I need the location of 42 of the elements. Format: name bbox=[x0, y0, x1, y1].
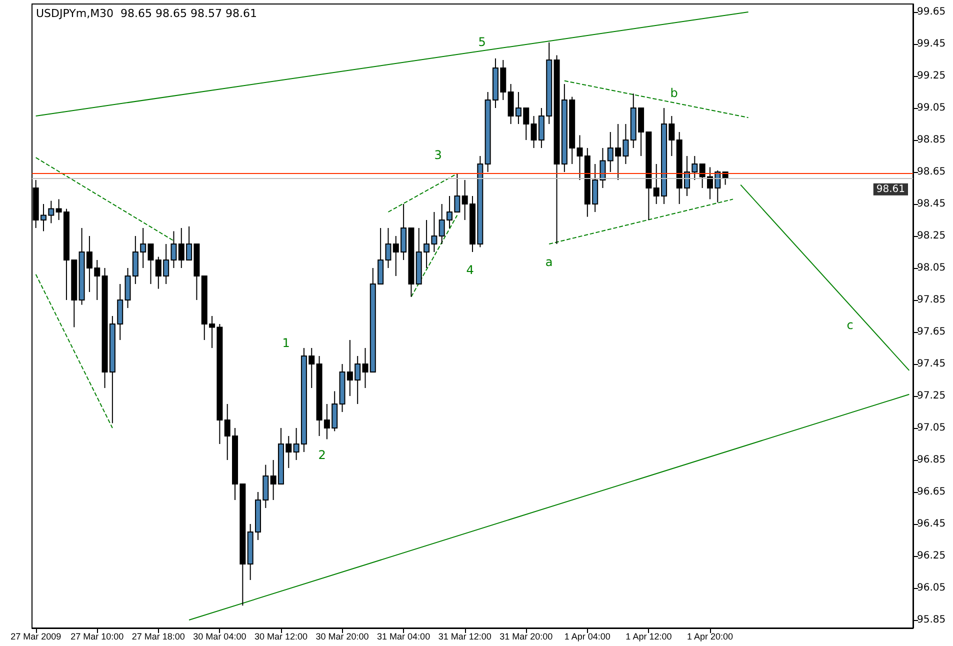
x-tick-label: 30 Mar 20:00 bbox=[316, 632, 369, 642]
annotation: 3 bbox=[434, 148, 442, 162]
x-tick-label: 1 Apr 12:00 bbox=[626, 632, 672, 642]
y-tick-label: 99.25 bbox=[917, 70, 946, 82]
y-tick-label: 96.25 bbox=[917, 550, 946, 562]
x-tick-label: 31 Mar 20:00 bbox=[500, 632, 553, 642]
y-tick-label: 98.65 bbox=[917, 166, 946, 178]
y-tick-label: 99.65 bbox=[917, 6, 946, 18]
x-tick-label: 27 Mar 2009 bbox=[10, 632, 62, 642]
ref-line-label: 98.61 bbox=[876, 184, 905, 195]
x-tick-label: 31 Mar 12:00 bbox=[438, 632, 492, 642]
x-tick-label: 30 Mar 04:00 bbox=[193, 632, 246, 642]
y-tick-label: 96.45 bbox=[917, 518, 946, 530]
y-tick-label: 97.45 bbox=[917, 358, 946, 370]
y-tick-label: 96.05 bbox=[917, 582, 946, 594]
annotation: 2 bbox=[318, 448, 326, 462]
annotation: a bbox=[545, 255, 553, 269]
y-tick-label: 98.25 bbox=[917, 230, 946, 242]
x-tick-label: 27 Mar 18:00 bbox=[132, 632, 185, 642]
x-tick-label: 1 Apr 04:00 bbox=[564, 632, 610, 642]
x-tick-label: 1 Apr 20:00 bbox=[686, 632, 734, 642]
annotation: 4 bbox=[466, 263, 474, 277]
annotation: 1 bbox=[282, 336, 290, 350]
y-tick-label: 96.65 bbox=[917, 486, 946, 498]
annotation: b bbox=[670, 86, 678, 100]
x-tick-label: 27 Mar 10:00 bbox=[70, 632, 124, 642]
annotation: 5 bbox=[478, 35, 486, 49]
y-tick-label: 99.05 bbox=[917, 102, 946, 114]
y-tick-label: 98.85 bbox=[917, 134, 946, 146]
x-tick-label: 30 Mar 12:00 bbox=[254, 632, 308, 642]
chart-title: USDJPYm,M30 98.65 98.65 98.57 98.61 bbox=[36, 7, 258, 20]
y-tick-label: 97.85 bbox=[917, 294, 946, 306]
y-tick-label: 98.05 bbox=[917, 262, 946, 274]
y-tick-label: 98.45 bbox=[917, 198, 946, 210]
y-tick-label: 97.05 bbox=[917, 422, 946, 434]
annotation: c bbox=[846, 318, 854, 332]
x-tick-label: 31 Mar 04:00 bbox=[377, 632, 430, 642]
y-tick-label: 97.65 bbox=[917, 326, 946, 338]
y-tick-label: 99.45 bbox=[917, 38, 946, 50]
y-tick-label: 97.25 bbox=[917, 390, 946, 402]
y-tick-label: 95.85 bbox=[917, 614, 946, 626]
y-tick-label: 96.85 bbox=[917, 454, 946, 466]
